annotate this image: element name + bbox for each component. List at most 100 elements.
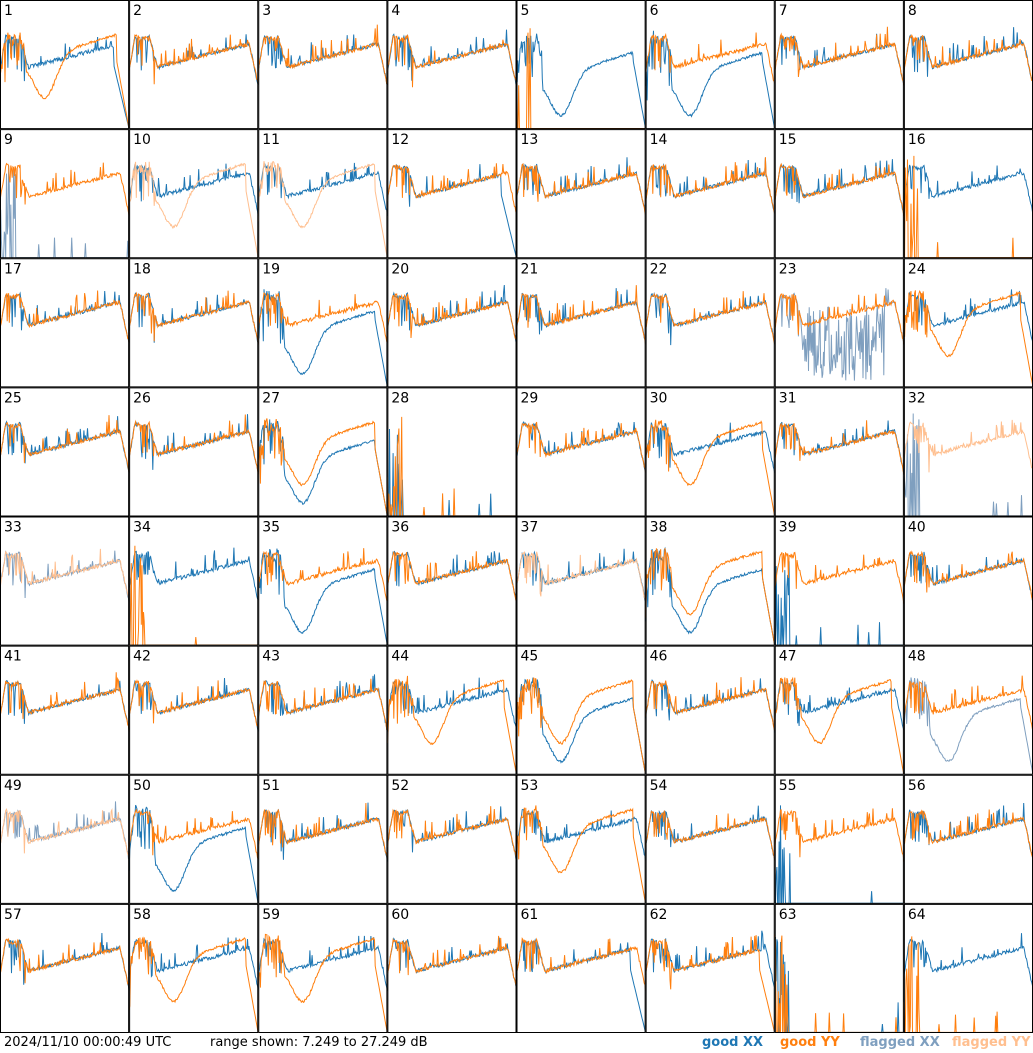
tile-label: 43	[262, 649, 280, 665]
tile-7: 7	[774, 0, 904, 130]
tile-border	[387, 0, 517, 130]
tile-label: 13	[521, 132, 539, 148]
tile-border	[0, 129, 130, 259]
series-yy-21	[516, 285, 646, 345]
tile-border	[516, 258, 646, 388]
series-yy-62	[645, 935, 775, 1033]
tile-border	[0, 258, 130, 388]
series-yy-49	[0, 808, 130, 860]
series-xx-22	[645, 292, 775, 346]
series-yy-15	[774, 162, 904, 217]
series-yy-43	[258, 678, 388, 731]
tile-label: 30	[650, 390, 668, 406]
series-yy-59	[258, 933, 388, 1033]
series-yy-25	[0, 415, 130, 473]
tile-25: 25	[0, 387, 130, 517]
series-yy-28	[387, 416, 517, 517]
series-xx-12	[387, 163, 517, 258]
tile-border	[774, 258, 904, 388]
tile-border	[774, 387, 904, 517]
tile-border	[903, 774, 1033, 904]
tile-border	[774, 903, 904, 1033]
tile-63: 63	[774, 903, 904, 1033]
series-yy-23	[774, 293, 904, 345]
tile-23: 23	[774, 258, 904, 388]
tile-53: 53	[516, 774, 646, 904]
tile-label: 21	[521, 261, 539, 277]
series-yy-39	[774, 551, 904, 604]
series-yy-32	[903, 419, 1033, 473]
tile-57: 57	[0, 903, 130, 1033]
tile-border	[258, 258, 388, 388]
tile-54: 54	[645, 774, 775, 904]
tile-border	[0, 645, 130, 775]
series-yy-51	[258, 802, 388, 859]
tile-label: 62	[650, 907, 668, 923]
series-yy-61	[516, 937, 646, 991]
series-yy-63	[774, 934, 904, 1033]
tile-label: 38	[650, 520, 668, 536]
tile-label: 27	[262, 390, 280, 406]
tile-14: 14	[645, 129, 775, 259]
series-yy-8	[903, 33, 1033, 85]
tile-26: 26	[129, 387, 259, 517]
tile-34: 34	[129, 516, 259, 646]
series-yy-4	[387, 34, 517, 88]
tile-label: 36	[391, 520, 409, 536]
tile-label: 9	[4, 132, 13, 148]
series-xx-52	[387, 806, 517, 859]
tile-border	[774, 0, 904, 130]
legend-flagged-yy: flagged YY	[952, 1035, 1031, 1050]
tile-36: 36	[387, 516, 517, 646]
series-yy-13	[516, 163, 646, 216]
series-yy-44	[387, 675, 517, 775]
tile-56: 56	[903, 774, 1033, 904]
series-yy-41	[0, 672, 130, 733]
tile-border	[645, 774, 775, 904]
tile-label: 49	[4, 778, 22, 794]
tile-border	[774, 774, 904, 904]
tile-39: 39	[774, 516, 904, 646]
series-yy-22	[645, 291, 775, 345]
tile-border	[516, 645, 646, 775]
tile-45: 45	[516, 645, 646, 775]
tile-label: 18	[133, 261, 151, 277]
series-xx-47	[774, 680, 904, 731]
tile-border	[0, 387, 130, 517]
tile-label: 44	[391, 649, 409, 665]
series-xx-33	[0, 550, 130, 603]
tile-label: 41	[4, 649, 22, 665]
tile-51: 51	[258, 774, 388, 904]
series-yy-40	[903, 550, 1033, 602]
tile-label: 23	[779, 261, 797, 277]
tile-border	[0, 774, 130, 904]
tile-64: 64	[903, 903, 1033, 1033]
tile-label: 51	[262, 778, 280, 794]
footer: 2024/11/10 00:00:49 UTC range shown: 7.2…	[0, 1033, 1033, 1053]
tile-label: 16	[908, 132, 926, 148]
tile-border	[387, 903, 517, 1033]
series-yy-7	[774, 26, 904, 86]
tile-border	[645, 516, 775, 646]
tile-border	[645, 258, 775, 388]
tile-20: 20	[387, 258, 517, 388]
series-yy-58	[129, 936, 259, 1033]
tile-border	[258, 774, 388, 904]
tile-border	[645, 0, 775, 130]
tile-label: 19	[262, 261, 280, 277]
tile-label: 57	[4, 907, 22, 923]
series-yy-2	[129, 34, 259, 85]
series-yy-30	[645, 419, 775, 517]
tile-label: 3	[262, 3, 271, 19]
tile-label: 14	[650, 132, 668, 148]
series-xx-45	[516, 677, 646, 775]
tile-label: 12	[391, 132, 409, 148]
tile-border	[774, 645, 904, 775]
series-xx-40	[903, 551, 1033, 604]
tile-label: 10	[133, 132, 151, 148]
series-yy-50	[129, 808, 259, 860]
tile-12: 12	[387, 129, 517, 259]
tile-21: 21	[516, 258, 646, 388]
series-yy-47	[774, 676, 904, 775]
tile-47: 47	[774, 645, 904, 775]
